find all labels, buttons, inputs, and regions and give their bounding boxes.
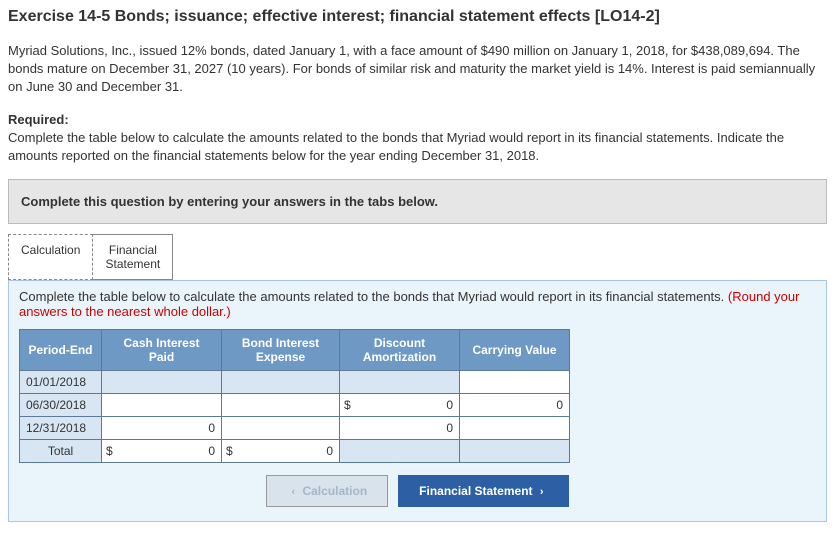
period-end-label: 06/30/2018 [20,394,102,417]
button-label: Financial Statement [419,484,532,498]
cell-value: 0 [326,444,333,458]
cell-disc-r1[interactable]: $ 0 [340,394,460,417]
currency-symbol: $ [226,444,233,458]
cell-value: 0 [446,398,453,412]
period-end-label: Total [20,440,102,463]
table-row: 06/30/2018 $ 0 0 [20,394,570,417]
page-title: Exercise 14-5 Bonds; issuance; effective… [8,8,827,26]
tab-financial-statement[interactable]: Financial Statement [93,234,173,280]
table-row-total: Total $ 0 $ 0 [20,440,570,463]
cell-carry-r0[interactable] [460,371,570,394]
table-row: 01/01/2018 [20,371,570,394]
cell-bint-r2[interactable] [222,417,340,440]
currency-symbol: $ [106,444,113,458]
prev-calculation-button: ‹ Calculation [266,475,388,507]
cell-carry-r2[interactable] [460,417,570,440]
cell-disc-total [340,440,460,463]
col-cash-interest-paid: Cash Interest Paid [102,330,222,371]
col-bond-interest-expense: Bond Interest Expense [222,330,340,371]
cell-value: 0 [208,421,215,435]
col-label-line1: Discount [374,336,425,350]
cell-value: 0 [208,444,215,458]
col-period-end: Period-End [20,330,102,371]
cell-disc-r0 [340,371,460,394]
cell-carry-total [460,440,570,463]
currency-symbol: $ [344,398,351,412]
cell-cash-r0 [102,371,222,394]
cell-bint-total: $ 0 [222,440,340,463]
cell-value: 0 [556,398,563,412]
period-end-label: 12/31/2018 [20,417,102,440]
table-header-row: Period-End Cash Interest Paid Bond Inter… [20,330,570,371]
period-end-label: 01/01/2018 [20,371,102,394]
button-label: Calculation [302,484,367,498]
col-carrying-value: Carrying Value [460,330,570,371]
required-text: Complete the table below to calculate th… [8,130,784,163]
next-financial-statement-button[interactable]: Financial Statement › [398,475,568,507]
cell-carry-r1[interactable]: 0 [460,394,570,417]
bond-table: Period-End Cash Interest Paid Bond Inter… [19,329,570,463]
tab-label: Calculation [21,243,80,257]
tab-label-line2: Statement [105,257,160,271]
cell-cash-total: $ 0 [102,440,222,463]
cell-disc-r2[interactable]: 0 [340,417,460,440]
col-discount-amortization: Discount Amortization [340,330,460,371]
col-label-line1: Bond Interest [242,336,319,350]
col-label-line2: Expense [256,350,305,364]
chevron-left-icon: ‹ [287,486,299,498]
tab-strip: Calculation Financial Statement [8,234,827,280]
tabbox-instruction: Complete this question by entering your … [8,179,827,224]
cell-bint-r1[interactable] [222,394,340,417]
cell-value: 0 [446,421,453,435]
required-label: Required: [8,112,69,127]
nav-buttons: ‹ Calculation Financial Statement › [19,475,816,507]
intro-text: Myriad Solutions, Inc., issued 12% bonds… [8,42,827,97]
table-row: 12/31/2018 0 0 [20,417,570,440]
tab-calculation[interactable]: Calculation [8,234,93,280]
cell-cash-r2[interactable]: 0 [102,417,222,440]
col-label-line2: Amortization [363,350,436,364]
cell-cash-r1[interactable] [102,394,222,417]
tab-panel-calculation: Complete the table below to calculate th… [8,280,827,522]
panel-instruction: Complete the table below to calculate th… [19,289,724,304]
cell-bint-r0 [222,371,340,394]
tab-label-line1: Financial [105,243,160,257]
chevron-right-icon: › [536,486,548,498]
